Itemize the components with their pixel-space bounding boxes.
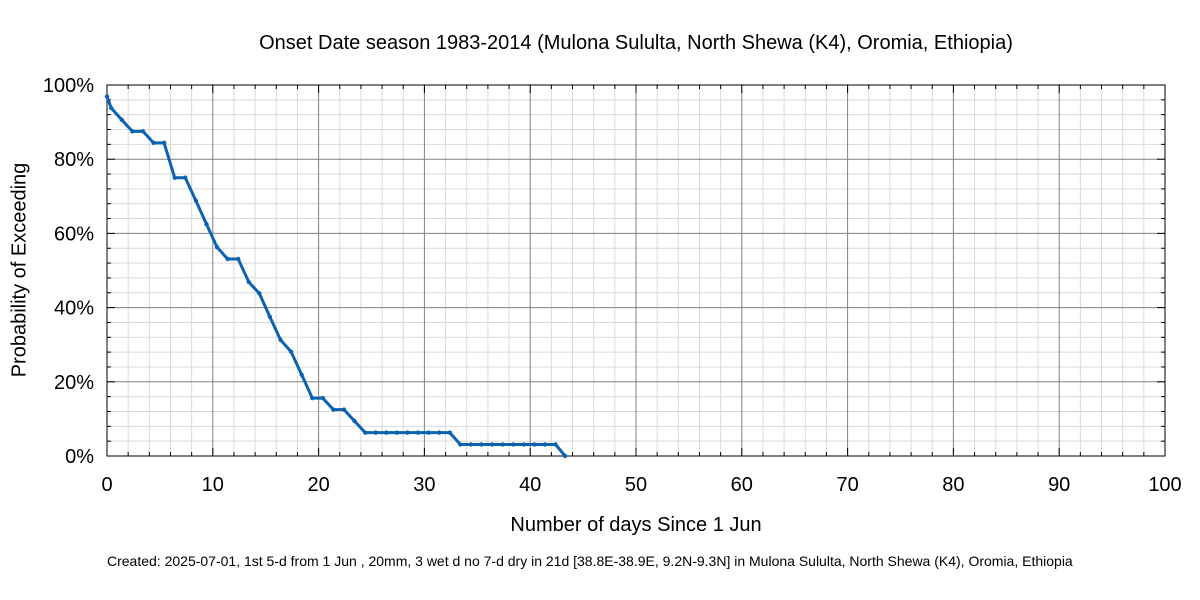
data-point [362, 430, 368, 435]
data-point [373, 430, 378, 435]
x-tick-label: 60 [731, 474, 753, 496]
data-point [405, 430, 410, 435]
data-point [489, 442, 495, 447]
data-point [437, 430, 442, 435]
data-point [415, 430, 421, 435]
y-tick-label: 80% [54, 149, 94, 171]
data-point [299, 372, 304, 377]
data-point [109, 105, 114, 111]
y-tick-label: 0% [65, 446, 94, 468]
data-series [104, 94, 568, 459]
chart-title: Onset Date season 1983-2014 (Mulona Sulu… [259, 32, 1013, 54]
data-point [532, 442, 537, 447]
x-tick-labels: 0 10 20 30 40 50 60 70 80 90 100 [101, 474, 1181, 496]
y-tick-label: 100% [43, 75, 94, 97]
data-point [458, 442, 463, 447]
y-axis-label: Probability of Exceeding [8, 162, 31, 378]
data-point [562, 453, 568, 459]
data-point [235, 256, 241, 262]
footer-note: Created: 2025-07-01, 1st 5-d from 1 Jun … [107, 553, 1073, 569]
x-tick-label: 80 [942, 474, 964, 496]
data-point [119, 117, 125, 123]
data-point [426, 430, 431, 435]
x-tick-label: 100 [1148, 474, 1181, 496]
data-point [140, 129, 146, 134]
data-point [341, 407, 347, 412]
data-point [553, 442, 558, 447]
x-axis-label: Number of days Since 1 Jun [510, 514, 762, 536]
data-point [278, 337, 283, 343]
data-point [246, 279, 251, 285]
data-point [320, 395, 326, 401]
x-tick-label: 20 [307, 474, 329, 496]
y-tick-labels: 0% 20% 40% 60% 80% 100% [43, 75, 94, 468]
data-point [468, 442, 474, 447]
x-tick-label: 90 [1048, 474, 1070, 496]
x-tick-label: 70 [836, 474, 858, 496]
data-point [204, 221, 209, 227]
data-point [104, 94, 110, 99]
data-point [183, 175, 188, 180]
x-tick-label: 10 [202, 474, 224, 496]
data-point [214, 244, 220, 250]
data-point [447, 430, 452, 435]
data-point [130, 129, 135, 134]
x-tick-label: 30 [413, 474, 435, 496]
series-line [105, 95, 567, 457]
data-point [352, 418, 357, 424]
y-tick-label: 20% [54, 372, 94, 394]
data-point [225, 256, 230, 262]
data-point [257, 291, 262, 296]
y-tick-label: 60% [54, 223, 94, 245]
x-tick-label: 0 [101, 474, 112, 496]
plot-frame [106, 84, 1166, 457]
data-point [310, 395, 315, 401]
data-point [394, 430, 400, 435]
data-point [511, 442, 516, 447]
data-point [288, 349, 294, 354]
data-point [384, 430, 389, 435]
y-tick-label: 40% [54, 298, 94, 320]
data-point [331, 407, 336, 412]
data-point [479, 442, 484, 447]
data-point [172, 175, 177, 180]
data-point [267, 314, 273, 320]
major-gridlines [107, 85, 1165, 456]
axis-ticks [106, 84, 1166, 457]
data-point [542, 442, 548, 447]
data-point [193, 198, 199, 203]
x-tick-label: 40 [519, 474, 541, 496]
data-point [161, 140, 167, 146]
data-point [500, 442, 505, 447]
data-point [521, 442, 527, 447]
data-point [151, 140, 156, 146]
x-tick-label: 50 [625, 474, 647, 496]
